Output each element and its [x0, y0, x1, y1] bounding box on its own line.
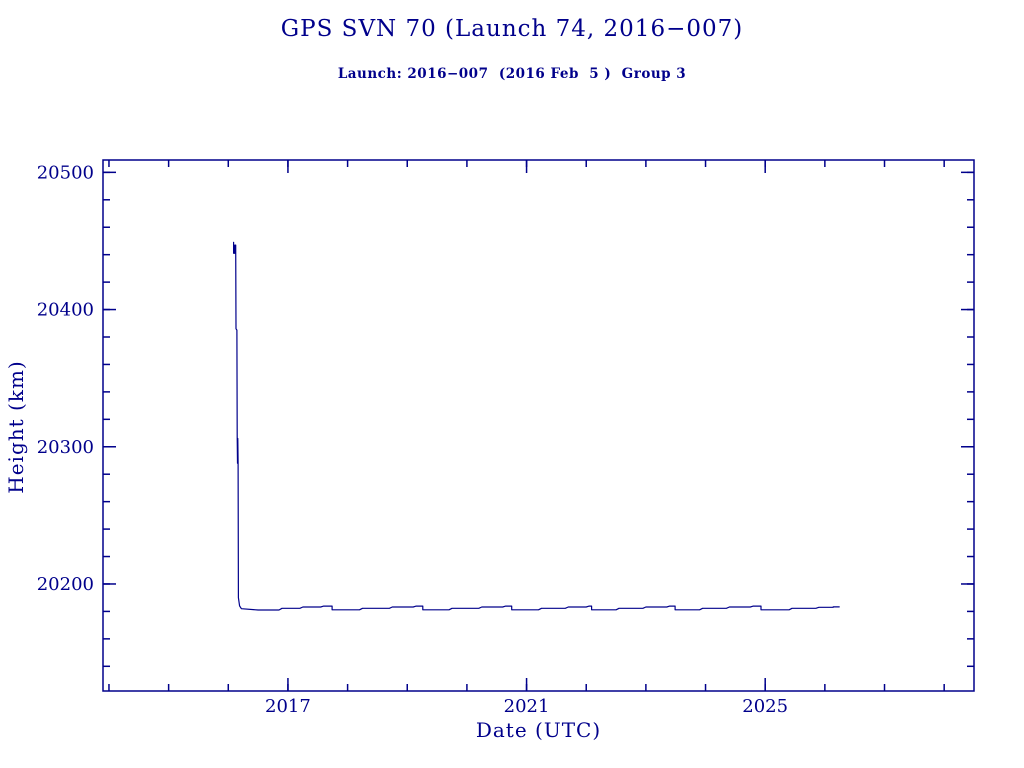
data-line — [233, 241, 840, 611]
x-axis-title: Date (UTC) — [475, 718, 602, 742]
y-tick-label: 20300 — [37, 437, 94, 458]
chart-subtitle: Launch: 2016−007 (2016 Feb 5 ) Group 3 — [337, 66, 687, 82]
x-tick-label: 2021 — [504, 696, 550, 717]
y-tick-label: 20400 — [37, 300, 94, 321]
axis-frame — [102, 159, 975, 692]
chart-title: GPS SVN 70 (Launch 74, 2016−007) — [280, 16, 744, 42]
x-tick-label: 2017 — [265, 696, 311, 717]
y-tick-label: 20500 — [37, 162, 94, 183]
y-tick-label: 20200 — [37, 574, 94, 595]
x-tick-label: 2025 — [742, 696, 788, 717]
